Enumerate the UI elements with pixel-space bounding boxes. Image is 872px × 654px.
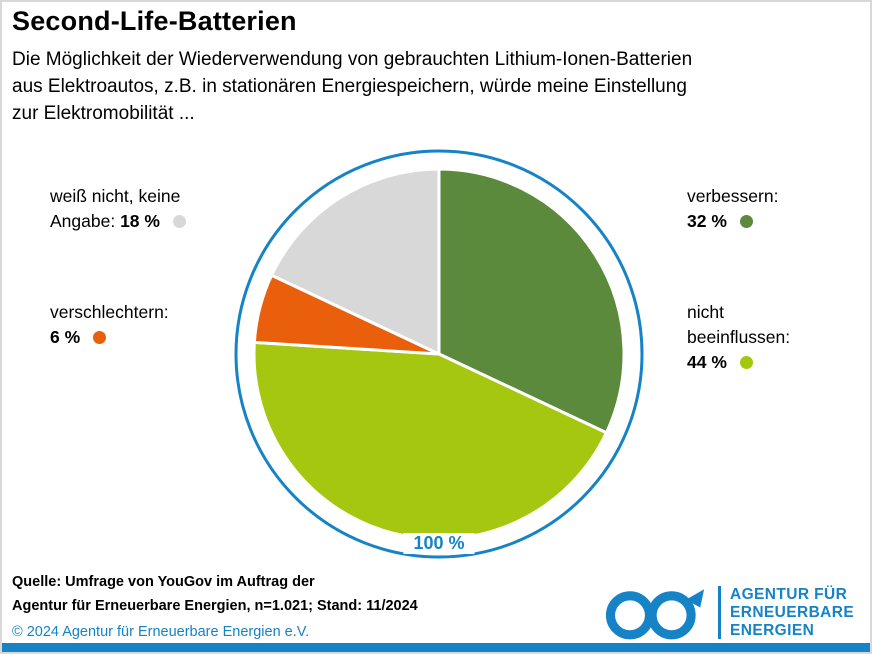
logo-text-line2: ERNEUERBARE [730,604,855,621]
subtitle-line-3: zur Elektromobilität ... [12,103,195,124]
callout-value: 32 % [687,211,727,231]
callout-verschlechtern-line1: verschlechtern: [50,300,169,325]
callout-value: 18 % [120,211,160,231]
callout-text: weiß nicht, keine [50,186,181,206]
aee-logo: AGENTUR FÜR ERNEUERBARE ENERGIEN [597,584,859,642]
callout-text: beeinflussen: [687,327,791,347]
pie-chart [234,149,644,559]
pie-slice-weiß-nicht-keine-angabe [270,167,441,356]
source-line-1: Quelle: Umfrage von YouGov im Auftrag de… [12,574,315,590]
logo-text-line1: AGENTUR FÜR [730,586,848,603]
subtitle-line-1: Die Möglichkeit der Wiederverwendung von… [12,49,693,70]
pie-outer-ring [234,149,644,559]
callout-verschlechtern: verschlechtern: 6 % [50,300,169,350]
callout-value: 44 % [687,352,727,372]
logo-text: AGENTUR FÜR ERNEUERBARE ENERGIEN [730,586,854,640]
logo-text-line3: ENERGIEN [730,622,815,639]
logo-divider [718,586,721,639]
source-line-2: Agentur für Erneuerbare Energien, n=1.02… [12,598,418,614]
callout-text: Angabe: [50,211,116,231]
bottom-accent-bar [2,643,870,652]
legend-dot-verbessern [739,214,753,228]
pie-slice-verbessern [437,167,626,435]
callout-verbessern: verbessern: 32 % [687,184,778,234]
callout-verbessern-line1: verbessern: [687,184,778,209]
callout-verbessern-line2: 32 % [687,209,778,234]
subtitle: Die Möglichkeit der Wiederverwendung von… [12,46,692,127]
subtitle-line-2: aus Elektroautos, z.B. in stationären En… [12,76,687,97]
legend-dot-weiss-nicht [172,214,186,228]
callout-text: verschlechtern: [50,302,169,322]
callout-text: nicht [687,302,724,322]
infinity-icon [605,589,705,640]
legend-dot-verschlechtern [93,330,107,344]
copyright: © 2024 Agentur für Erneuerbare Energien … [12,624,310,640]
callout-verschlechtern-line2: 6 % [50,325,169,350]
callout-nicht-beeinflussen-line3: 44 % [687,350,790,375]
callout-value: 6 % [50,327,81,347]
pie-slice-nicht-beeinflussen [252,340,608,541]
page-title: Second-Life-Batterien [12,6,297,36]
callout-nicht-beeinflussen-line2: beeinflussen: [687,325,790,350]
pie-total-label: 100 % [403,533,475,554]
callout-weiss-nicht-line1: weiß nicht, keine [50,184,186,209]
legend-dot-nicht-beeinflussen [739,355,753,369]
callout-text: verbessern: [687,186,779,206]
callout-weiss-nicht-line2: Angabe: 18 % [50,209,186,234]
callout-weiss-nicht: weiß nicht, keine Angabe: 18 % [50,184,186,234]
callout-nicht-beeinflussen: nicht beeinflussen: 44 % [687,300,790,375]
callout-nicht-beeinflussen-line1: nicht [687,300,790,325]
